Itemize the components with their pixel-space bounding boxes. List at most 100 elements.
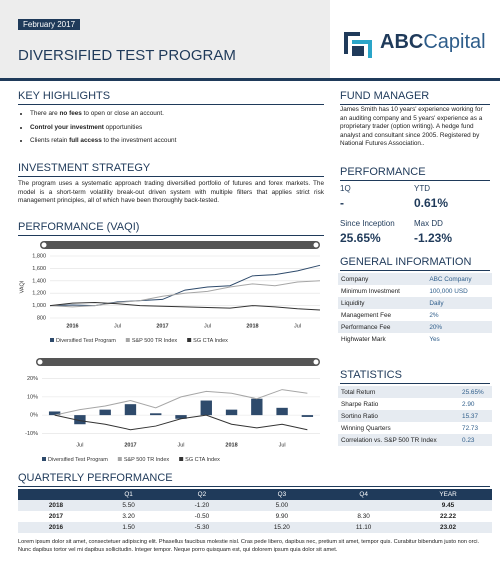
cell: 22.22	[440, 513, 457, 520]
cell: 1.50	[93, 522, 164, 533]
header-cell: Q4	[323, 489, 405, 500]
bold-text: full access	[69, 137, 102, 144]
y-tick-label: 1,000	[32, 303, 46, 309]
y-tick-label: 10%	[27, 394, 38, 400]
heading: PERFORMANCE (VAQI)	[18, 221, 324, 236]
x-tick-label: 2017	[156, 323, 168, 329]
y-tick-label: 0%	[30, 413, 38, 419]
perf-value: 0.61%	[414, 196, 449, 210]
line	[49, 280, 321, 308]
cell: Yes	[429, 335, 440, 343]
bar	[200, 400, 212, 416]
y-tick-label: 1,600	[32, 266, 46, 272]
cell: 2%	[429, 311, 439, 319]
x-tick-label: Jul	[294, 323, 301, 329]
header-cell: Q3	[240, 489, 324, 500]
bar	[99, 409, 111, 416]
text: to the investment account	[101, 137, 177, 144]
date-badge: February 2017	[18, 19, 81, 30]
logo-text: ABCCapital	[380, 31, 486, 54]
heading: KEY HIGHLIGHTS	[18, 90, 324, 105]
perf-value: 25.65%	[340, 231, 381, 245]
footer: Lorem ipsum dolor sit amet, consectetuer…	[18, 539, 480, 553]
legend-label: Diversified Test Program	[48, 457, 108, 463]
line	[49, 301, 321, 311]
heading: FUND MANAGER	[340, 90, 490, 105]
cell: 9.90	[275, 513, 289, 520]
y-axis-label: VAQI	[19, 280, 25, 293]
row: Liquidity Daily	[338, 297, 492, 309]
bar	[276, 407, 288, 416]
bar	[124, 404, 137, 416]
bullet: There are no fees to open or close an ac…	[30, 107, 330, 121]
row: 2017 3.20 -0.50 9.90 8.30 22.22	[18, 511, 492, 522]
perf-label: 1Q	[340, 184, 351, 193]
header-cell: Q1	[93, 489, 164, 500]
cell: -1.20	[163, 500, 241, 511]
cell: 20%	[429, 323, 443, 331]
cell: Liquidity	[341, 299, 365, 307]
x-tick-label: Jul	[204, 323, 211, 329]
general-info-table: Company ABC Company Minimum Investment 100,…	[338, 273, 492, 345]
title: DIVERSIFIED TEST PROGRAM	[18, 47, 236, 64]
cell: 15.20	[240, 522, 324, 533]
legend-swatch	[117, 457, 122, 461]
line	[54, 389, 308, 416]
heading: QUARTERLY PERFORMANCE	[18, 472, 490, 487]
x-tick-label: Jul	[114, 323, 121, 329]
heading: STATISTICS	[340, 369, 490, 384]
cell: 15.37	[462, 412, 479, 420]
cell: 0.23	[462, 436, 475, 444]
row: Total Return 25.65%	[338, 386, 492, 398]
legend-label: Diversified Test Program	[56, 338, 116, 344]
bar	[251, 398, 263, 416]
header-row: Q1 Q2 Q3 Q4 YEAR	[18, 489, 492, 500]
cell: Daily	[429, 299, 444, 307]
row: Winning Quarters 72.73	[338, 422, 492, 434]
cell: Company	[341, 275, 369, 283]
legend-swatch	[50, 338, 54, 342]
bar	[74, 415, 86, 425]
cell: 3.20	[122, 513, 135, 520]
x-tick-label: 2018	[246, 323, 258, 329]
legend-label: SG CTA Index	[185, 457, 220, 463]
x-tick-label: Jul	[177, 442, 184, 448]
cell: Total Return	[341, 388, 376, 396]
text: opportunities	[103, 123, 143, 131]
cell: -5.30	[163, 522, 241, 533]
cell: 2.90	[462, 400, 475, 408]
strategy-text: The program uses a systematic approach t…	[18, 180, 324, 205]
x-tick-label: 2017	[124, 442, 136, 448]
cell: Minimum Investment	[341, 287, 400, 295]
cell: 2016	[18, 522, 94, 533]
logo-capital: Capital	[423, 31, 486, 53]
manager-text: James Smith has 10 years' experience wor…	[340, 106, 483, 148]
bar	[48, 411, 61, 416]
row: Minimum Investment 100,000 USD	[338, 285, 492, 297]
text: There are	[30, 110, 60, 117]
perf-value: -1.23%	[414, 231, 453, 245]
perf-value: -	[340, 196, 344, 210]
cell: Correlation vs. S&P 500 TR Index	[341, 436, 437, 444]
x-tick-label: Jul	[76, 442, 83, 448]
cell: Sharpe Ratio	[341, 400, 379, 408]
cell: Sortino Ratio	[341, 412, 378, 420]
y-tick-label: 1,400	[32, 278, 46, 284]
statistics-table: Total Return 25.65% Sharpe Ratio 2.90 Sortin…	[338, 386, 492, 446]
bullets: There are no fees to open or close an ac…	[20, 107, 330, 148]
header-cell: Q2	[163, 489, 241, 500]
bullet: Control your investment opportunities	[30, 121, 330, 135]
header-rule	[0, 78, 500, 81]
y-tick-label: 1,800	[32, 253, 46, 259]
legend-label: SG CTA Index	[193, 338, 228, 344]
cell: 100,000 USD	[429, 287, 468, 295]
row: 2016 1.50 -5.30 15.20 11.10 23.02	[18, 522, 492, 533]
text: Clients retain	[30, 137, 70, 144]
row: Sharpe Ratio 2.90	[338, 398, 492, 410]
cell: 72.73	[462, 424, 479, 432]
bar	[175, 415, 187, 419]
x-tick-label: Jul	[279, 442, 286, 448]
bold-text: no fees	[59, 110, 82, 117]
cell: Management Fee	[341, 311, 392, 319]
